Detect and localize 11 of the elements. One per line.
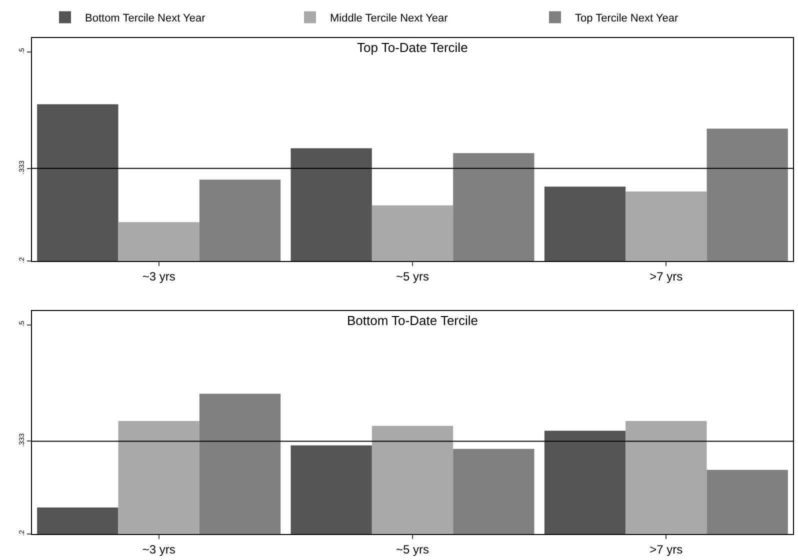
x-tick-label: >7 yrs (650, 542, 683, 556)
x-tick-label: ~5 yrs (396, 270, 430, 284)
chart-title: Top To-Date Tercile (357, 40, 468, 55)
legend-label: Top Tercile Next Year (575, 12, 678, 25)
x-tick-label: ~5 yrs (396, 542, 430, 556)
x-tick-label: ~3 yrs (142, 270, 176, 284)
x-tick-label: >7 yrs (650, 270, 683, 284)
x-tick-label: ~3 yrs (142, 542, 176, 556)
legend-label: Bottom Tercile Next Year (85, 12, 206, 25)
chart-title: Bottom To-Date Tercile (347, 313, 478, 328)
legend-label: Middle Tercile Next Year (330, 12, 448, 25)
